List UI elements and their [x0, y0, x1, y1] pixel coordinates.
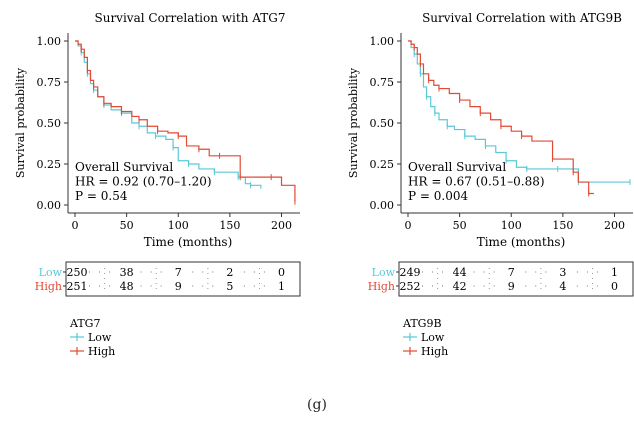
- risk-count: 252: [400, 280, 421, 293]
- x-tick-label: 50: [120, 219, 134, 232]
- x-tick-label: 50: [453, 219, 467, 232]
- risk-table-frame: [398, 261, 634, 297]
- y-tick-label: 0.25: [37, 158, 62, 171]
- risk-row-label: Low: [39, 266, 63, 279]
- legend-label: Low: [88, 331, 112, 344]
- y-axis-label: Survival probability: [14, 67, 27, 178]
- risk-count: 44: [453, 266, 467, 279]
- risk-count: 9: [175, 280, 182, 293]
- y-tick-label: 0.75: [37, 76, 62, 89]
- risk-count: 38: [120, 266, 134, 279]
- risk-count: 2: [226, 266, 233, 279]
- survival-curve-high: [75, 40, 296, 202]
- risk-count: 1: [611, 266, 618, 279]
- risk-count: 251: [67, 280, 88, 293]
- annotation-line: HR = 0.92 (0.70–1.20): [75, 175, 212, 189]
- x-tick-label: 100: [501, 219, 522, 232]
- x-tick-label: 200: [271, 219, 292, 232]
- risk-count: 7: [175, 266, 182, 279]
- legend-label: Low: [421, 331, 445, 344]
- x-tick-label: 100: [168, 219, 189, 232]
- risk-count: 42: [453, 280, 467, 293]
- risk-count: 3: [559, 266, 566, 279]
- legend-label: High: [88, 345, 115, 358]
- legend-label: High: [421, 345, 448, 358]
- risk-row-label: High: [368, 280, 395, 293]
- x-tick-label: 150: [552, 219, 573, 232]
- legend-title: ATG7: [69, 317, 100, 330]
- risk-count: 1: [278, 280, 285, 293]
- y-axis-label: Survival probability: [347, 67, 360, 178]
- risk-table-frame: [65, 261, 301, 297]
- risk-count: 249: [400, 266, 421, 279]
- x-tick-label: 200: [604, 219, 625, 232]
- y-tick-label: 0.00: [37, 199, 62, 212]
- figure-panel-label: (g): [307, 397, 327, 413]
- risk-count: 0: [278, 266, 285, 279]
- chart-title: Survival Correlation with ATG7: [95, 11, 286, 25]
- risk-count: 0: [611, 280, 618, 293]
- annotation-line: P = 0.004: [408, 189, 468, 203]
- annotation-line: Overall Survival: [408, 160, 506, 174]
- risk-count: 250: [67, 266, 88, 279]
- chart-title: Survival Correlation with ATG9B: [422, 11, 622, 25]
- y-tick-label: 0.50: [37, 117, 62, 130]
- x-tick-label: 150: [219, 219, 240, 232]
- y-tick-label: 0.75: [370, 76, 395, 89]
- risk-count: 5: [226, 280, 233, 293]
- x-tick-label: 0: [405, 219, 412, 232]
- risk-row-label: High: [35, 280, 62, 293]
- risk-count: 7: [508, 266, 515, 279]
- risk-count: 48: [120, 280, 134, 293]
- survival-curve-low: [75, 40, 262, 189]
- x-axis-label: Time (months): [477, 235, 566, 249]
- y-tick-label: 1.00: [370, 35, 395, 48]
- risk-count: 4: [559, 280, 566, 293]
- annotation-line: Overall Survival: [75, 160, 173, 174]
- y-tick-label: 1.00: [37, 35, 62, 48]
- legend-title: ATG9B: [402, 317, 442, 330]
- y-tick-label: 0.50: [370, 117, 395, 130]
- y-tick-label: 0.00: [370, 199, 395, 212]
- annotation-line: HR = 0.67 (0.51–0.88): [408, 175, 545, 189]
- risk-count: 9: [508, 280, 515, 293]
- survival-curve-high: [408, 40, 594, 195]
- x-axis-label: Time (months): [144, 235, 233, 249]
- y-tick-label: 0.25: [370, 158, 395, 171]
- x-tick-label: 0: [72, 219, 79, 232]
- risk-row-label: Low: [372, 266, 396, 279]
- annotation-line: P = 0.54: [75, 189, 128, 203]
